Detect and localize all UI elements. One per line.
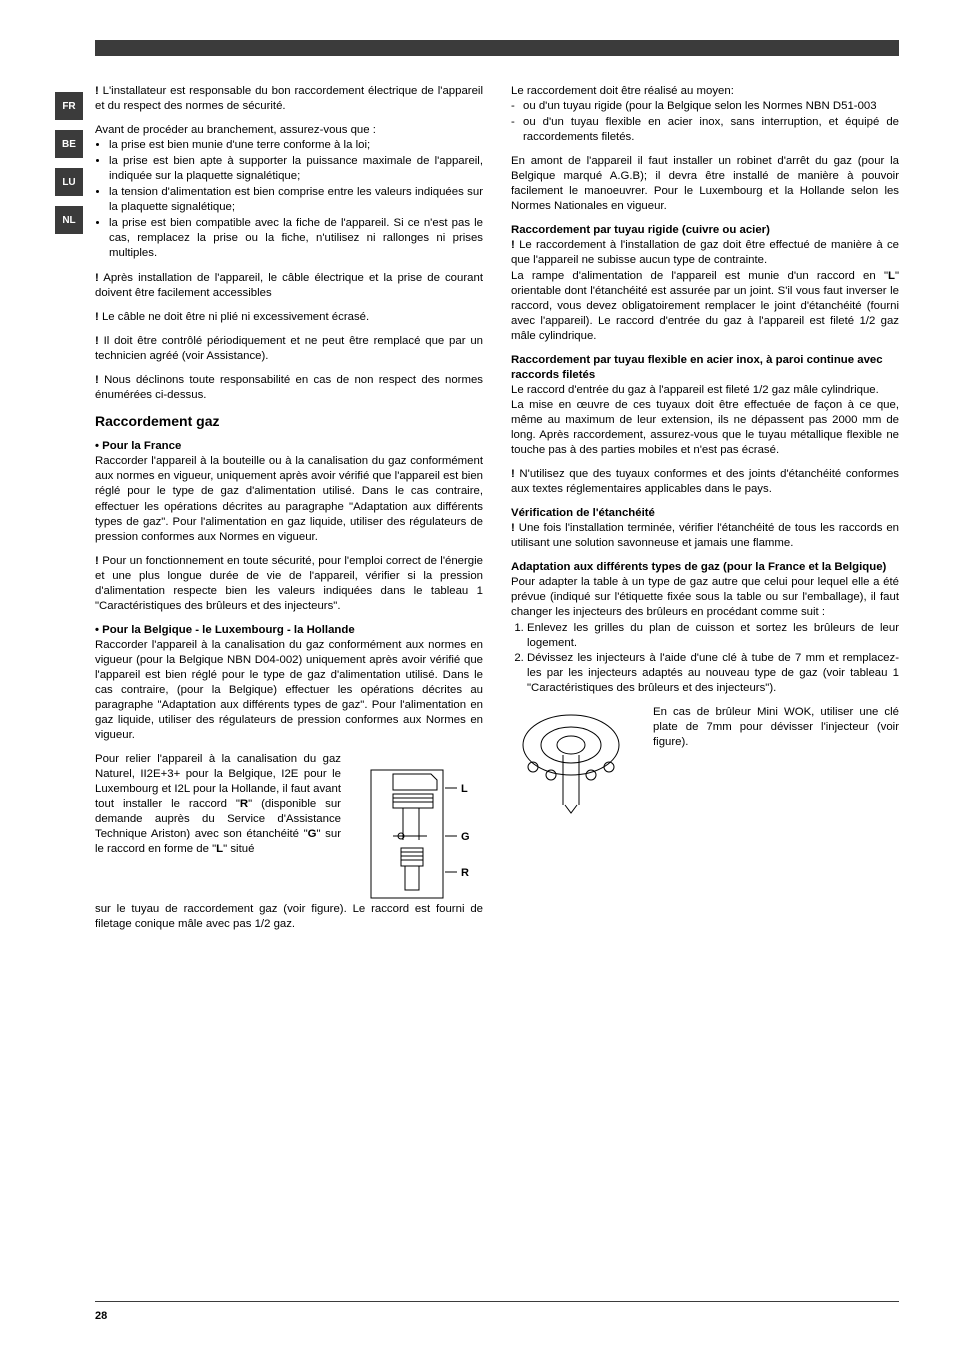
para: ! Une fois l'installation terminée, véri… bbox=[511, 521, 899, 551]
para: En cas de brûleur Mini WOK, utiliser une… bbox=[653, 705, 899, 750]
para: La rampe d'alimentation de l'appareil es… bbox=[511, 269, 899, 344]
para: Raccorder l'appareil à la bouteille ou à… bbox=[95, 454, 483, 544]
para: ! Il doit être contrôlé périodiquement e… bbox=[95, 334, 483, 364]
page-number: 28 bbox=[95, 1310, 107, 1322]
list-item: ou d'un tuyau flexible en acier inox, sa… bbox=[511, 115, 899, 145]
fig-label-l: L bbox=[461, 783, 468, 795]
para: ! Le câble ne doit être ni plié ni exces… bbox=[95, 310, 483, 325]
fig-label-g: G bbox=[461, 831, 470, 843]
para: Avant de procéder au branchement, assure… bbox=[95, 123, 483, 138]
connector-diagram: L G R bbox=[353, 752, 483, 902]
para: Raccorder l'appareil à la canalisation d… bbox=[95, 638, 483, 743]
ordered-list: Enlevez les grilles du plan de cuisson e… bbox=[511, 621, 899, 696]
sub-heading: Adaptation aux différents types de gaz (… bbox=[511, 560, 899, 575]
para: Pour adapter la table à un type de gaz a… bbox=[511, 575, 899, 620]
list-item: la tension d'alimentation est bien compr… bbox=[109, 185, 483, 215]
tab-fr: FR bbox=[55, 92, 83, 120]
tab-be: BE bbox=[55, 130, 83, 158]
sub-heading: • Pour la Belgique - le Luxembourg - la … bbox=[95, 623, 483, 638]
section-heading: Raccordement gaz bbox=[95, 412, 483, 430]
list-item: la prise est bien compatible avec la fic… bbox=[109, 216, 483, 261]
para: Pour relier l'appareil à la canalisation… bbox=[95, 752, 341, 857]
para: ! Nous déclinons toute responsabilité en… bbox=[95, 373, 483, 403]
para: sur le tuyau de raccordement gaz (voir f… bbox=[95, 902, 483, 932]
para: En amont de l'appareil il faut installer… bbox=[511, 154, 899, 214]
para: ! L'installateur est responsable du bon … bbox=[95, 84, 483, 114]
tab-nl: NL bbox=[55, 206, 83, 234]
language-tabs: FR BE LU NL bbox=[55, 92, 83, 244]
list-item: Dévissez les injecteurs à l'aide d'une c… bbox=[527, 651, 899, 696]
bullet-list: la prise est bien munie d'une terre conf… bbox=[95, 138, 483, 261]
burner-diagram bbox=[511, 705, 641, 815]
sub-heading: Raccordement par tuyau rigide (cuivre ou… bbox=[511, 223, 899, 238]
sub-heading: • Pour la France bbox=[95, 439, 483, 454]
para: Le raccordement doit être réalisé au moy… bbox=[511, 84, 899, 99]
list-item: ou d'un tuyau rigide (pour la Belgique s… bbox=[511, 99, 899, 114]
list-item: Enlevez les grilles du plan de cuisson e… bbox=[527, 621, 899, 651]
para: Le raccord d'entrée du gaz à l'appareil … bbox=[511, 383, 899, 398]
sub-heading: Raccordement par tuyau flexible en acier… bbox=[511, 353, 899, 383]
left-column: ! L'installateur est responsable du bon … bbox=[95, 84, 483, 941]
para: ! Pour un fonctionnement en toute sécuri… bbox=[95, 554, 483, 614]
right-column: Le raccordement doit être réalisé au moy… bbox=[511, 84, 899, 941]
para: ! Le raccordement à l'installation de ga… bbox=[511, 238, 899, 268]
para: ! N'utilisez que des tuyaux conformes et… bbox=[511, 467, 899, 497]
tab-lu: LU bbox=[55, 168, 83, 196]
para: La mise en œuvre de ces tuyaux doit être… bbox=[511, 398, 899, 458]
list-item: la prise est bien apte à supporter la pu… bbox=[109, 154, 483, 184]
fig-label-r: R bbox=[461, 867, 469, 879]
dash-list: ou d'un tuyau rigide (pour la Belgique s… bbox=[511, 99, 899, 145]
para: ! Après installation de l'appareil, le c… bbox=[95, 271, 483, 301]
header-bar bbox=[95, 40, 899, 56]
footer: 28 bbox=[95, 1301, 899, 1324]
sub-heading: Vérification de l'étanchéité bbox=[511, 506, 899, 521]
list-item: la prise est bien munie d'une terre conf… bbox=[109, 138, 483, 153]
